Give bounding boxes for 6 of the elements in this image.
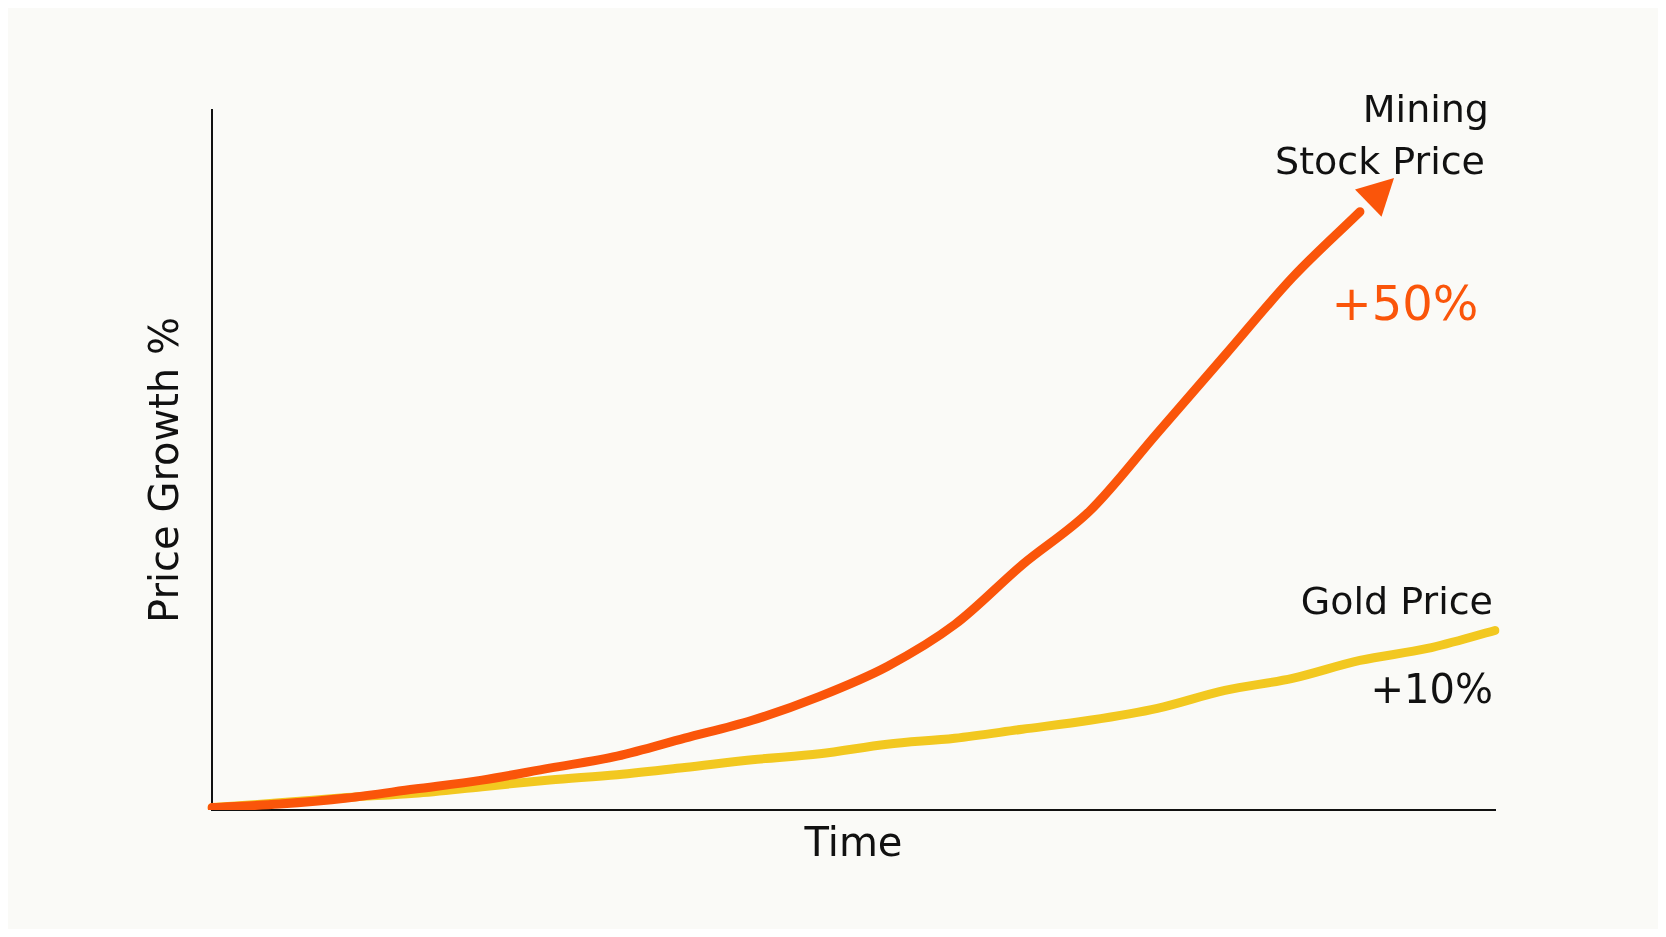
x-axis-title: Time	[803, 819, 903, 866]
annotation: +10%	[1370, 665, 1493, 712]
y-axis-title: Price Growth %	[141, 317, 188, 623]
series-label: Gold Price	[1300, 579, 1493, 624]
annotation: +50%	[1331, 275, 1479, 332]
text: Mining Stock Price	[1275, 86, 1489, 183]
